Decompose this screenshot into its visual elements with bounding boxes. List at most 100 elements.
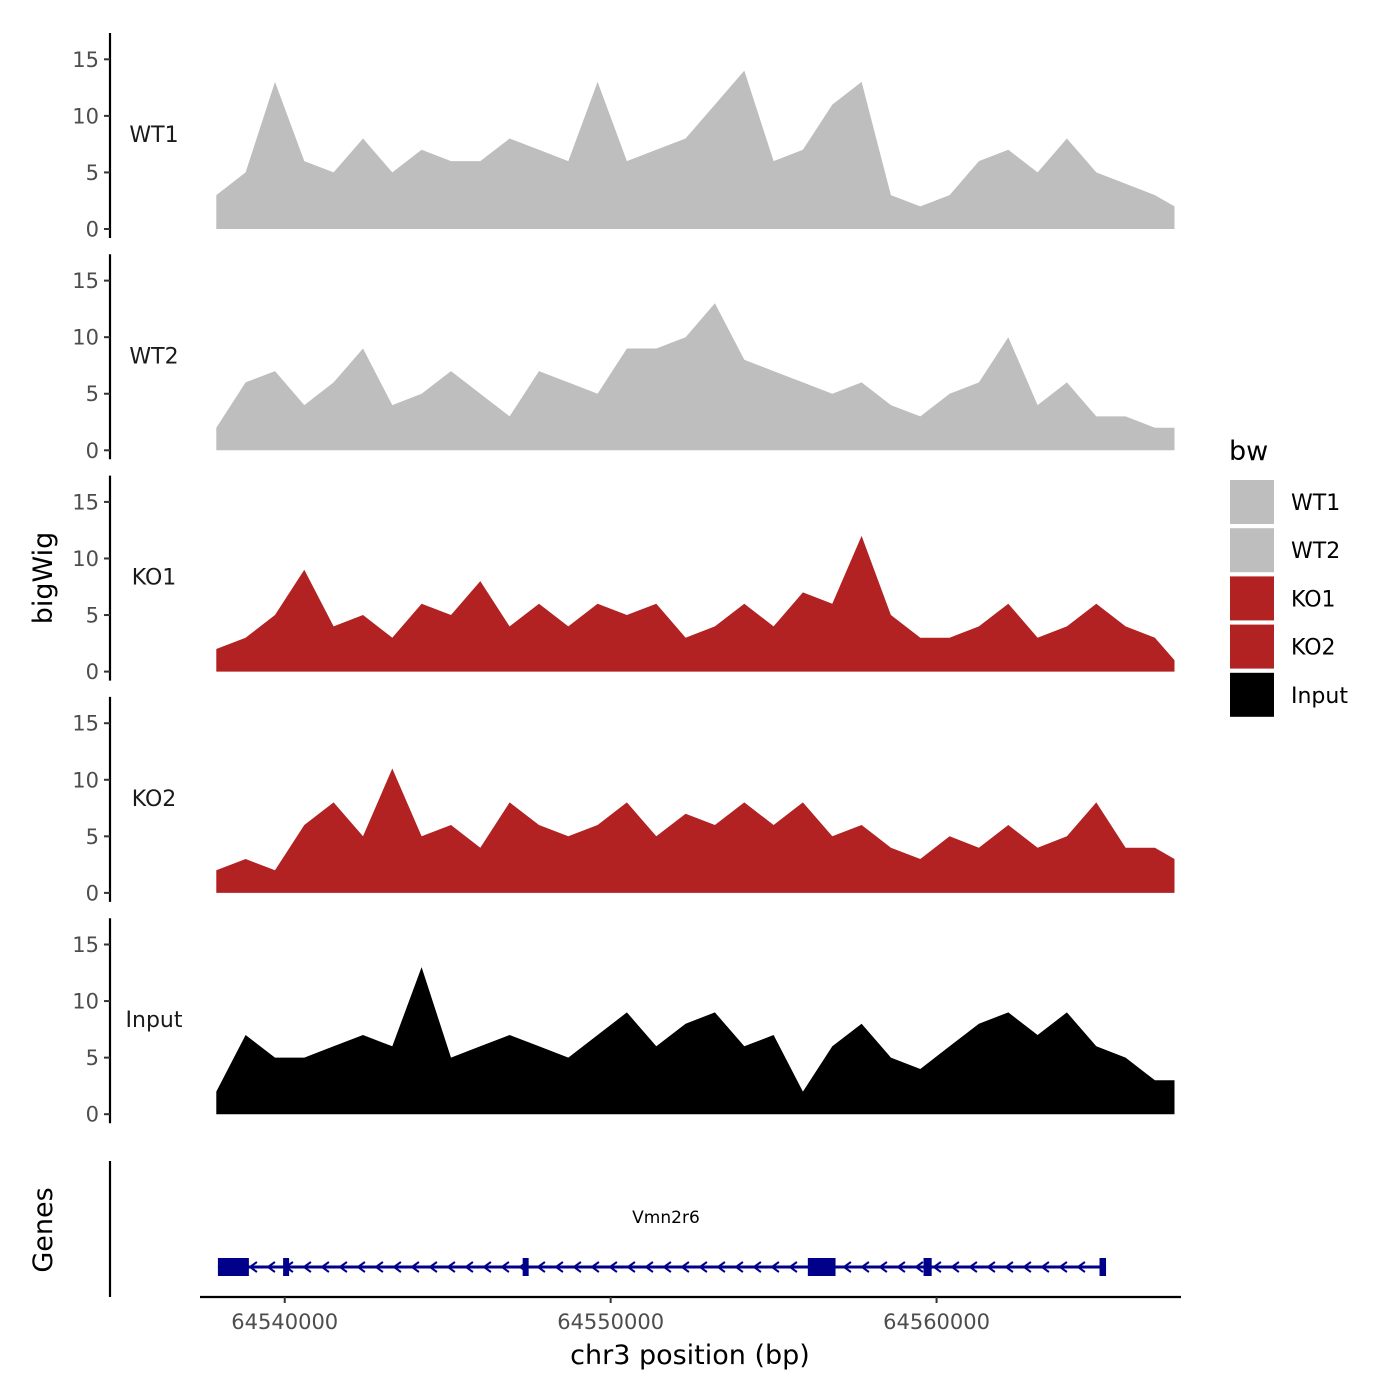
strand-arrow <box>968 1261 978 1273</box>
gene-exon <box>807 1258 836 1276</box>
strand-arrow <box>608 1261 618 1273</box>
signal-area-wt2 <box>216 303 1175 451</box>
strand-arrow <box>1040 1261 1050 1273</box>
strand-arrow <box>554 1261 564 1273</box>
y-tick-label: 5 <box>86 604 99 628</box>
legend-swatch <box>1230 576 1274 621</box>
track-label: KO2 <box>132 787 177 812</box>
legend-swatch <box>1230 528 1274 573</box>
gene-track: Vmn2r6 <box>108 1161 1107 1297</box>
legend-label: KO1 <box>1291 587 1336 612</box>
strand-arrow <box>770 1261 780 1273</box>
strand-arrow <box>986 1261 996 1273</box>
legend-label: KO2 <box>1291 636 1336 661</box>
signal-area-ko2 <box>216 768 1175 893</box>
strand-arrow <box>860 1261 870 1273</box>
strand-arrow <box>626 1261 636 1273</box>
track-label: WT2 <box>129 344 178 369</box>
strand-arrow <box>356 1261 366 1273</box>
gene-exon <box>923 1258 932 1276</box>
y-tick-label: 0 <box>86 439 99 463</box>
strand-arrow <box>1022 1261 1032 1273</box>
x-tick-label: 64540000 <box>231 1310 338 1334</box>
y-tick-label: 10 <box>72 768 99 792</box>
gene-name-label: Vmn2r6 <box>632 1208 700 1228</box>
y-tick-label: 0 <box>86 218 99 242</box>
y-tick-label: 15 <box>72 712 99 736</box>
gene-exon <box>1099 1258 1107 1276</box>
y-tick-label: 15 <box>72 269 99 293</box>
y-tick-label: 5 <box>86 825 99 849</box>
strand-arrow <box>914 1261 924 1273</box>
strand-arrow <box>788 1261 798 1273</box>
strand-arrow <box>536 1261 546 1273</box>
strand-arrow <box>1004 1261 1014 1273</box>
track-label: WT1 <box>129 123 178 148</box>
strand-arrow <box>698 1261 708 1273</box>
gene-exon <box>283 1258 290 1276</box>
strand-arrow <box>500 1261 510 1273</box>
track-ko2: 0 5 10 15 KO2 <box>72 696 1175 905</box>
strand-arrow <box>932 1261 942 1273</box>
y-tick-label: 15 <box>72 490 99 514</box>
x-axis-title: chr3 position (bp) <box>570 1340 810 1371</box>
strand-arrow <box>446 1261 456 1273</box>
legend-label: Input <box>1291 684 1348 709</box>
strand-arrow <box>878 1261 888 1273</box>
strand-arrow <box>572 1261 582 1273</box>
signal-area-ko1 <box>216 535 1175 672</box>
strand-arrow <box>1076 1261 1086 1273</box>
legend-swatch <box>1230 672 1274 717</box>
strand-arrow <box>644 1261 654 1273</box>
strand-arrow <box>464 1261 474 1273</box>
track-wt1: 0 5 10 15 WT1 <box>72 33 1175 242</box>
legend: bw WT1 WT2 KO1 KO2 Input <box>1229 436 1348 717</box>
legend-label: WT1 <box>1291 491 1340 516</box>
signal-area-wt1 <box>216 70 1175 229</box>
legend-item-wt2: WT2 <box>1230 528 1340 573</box>
x-tick-label: 64550000 <box>557 1310 664 1334</box>
gene-exon <box>522 1258 529 1276</box>
strand-arrow <box>734 1261 744 1273</box>
y-tick-label: 10 <box>72 326 99 350</box>
y-tick-label: 15 <box>72 933 99 957</box>
strand-arrow <box>752 1261 762 1273</box>
track-label: Input <box>126 1008 183 1033</box>
legend-label: WT2 <box>1291 539 1340 564</box>
legend-swatch <box>1230 624 1274 669</box>
legend-item-ko2: KO2 <box>1230 624 1336 669</box>
track-ko1: 0 5 10 15 KO1 <box>72 475 1175 684</box>
track-input: 0 5 10 15 Input <box>72 918 1175 1127</box>
strand-arrow <box>248 1261 258 1273</box>
track-label: KO1 <box>132 566 177 591</box>
strand-arrow <box>338 1261 348 1273</box>
strand-arrow <box>374 1261 384 1273</box>
strand-arrow <box>716 1261 726 1273</box>
y-tick-label: 0 <box>86 660 99 684</box>
y-tick-label: 5 <box>86 382 99 406</box>
bigwig-tracks: 0 5 10 15 WT1 0 5 10 15 WT2 0 5 10 15 KO1 0 5 10 15 KO2 0 5 10… <box>72 33 1175 1127</box>
strand-arrow <box>410 1261 420 1273</box>
legend-title: bw <box>1229 436 1268 467</box>
y-tick-label: 10 <box>72 104 99 128</box>
strand-arrow <box>896 1261 906 1273</box>
x-tick-label: 64560000 <box>883 1310 990 1334</box>
strand-arrow <box>428 1261 438 1273</box>
y-tick-label: 10 <box>72 547 99 571</box>
legend-item-input: Input <box>1230 672 1348 717</box>
y-tick-label: 0 <box>86 881 99 905</box>
legend-item-wt1: WT1 <box>1230 480 1340 524</box>
strand-arrow <box>662 1261 672 1273</box>
y-tick-label: 10 <box>72 990 99 1014</box>
genes-panel-title: Genes <box>28 1187 59 1272</box>
strand-arrow <box>680 1261 690 1273</box>
y-tick-label: 5 <box>86 1046 99 1070</box>
strand-arrow <box>842 1261 852 1273</box>
strand-arrow <box>320 1261 330 1273</box>
gene-exon <box>217 1258 249 1276</box>
signal-area-input <box>216 967 1175 1115</box>
strand-arrow <box>590 1261 600 1273</box>
y-tick-label: 5 <box>86 161 99 185</box>
strand-arrow <box>1058 1261 1068 1273</box>
strand-arrow <box>302 1261 312 1273</box>
